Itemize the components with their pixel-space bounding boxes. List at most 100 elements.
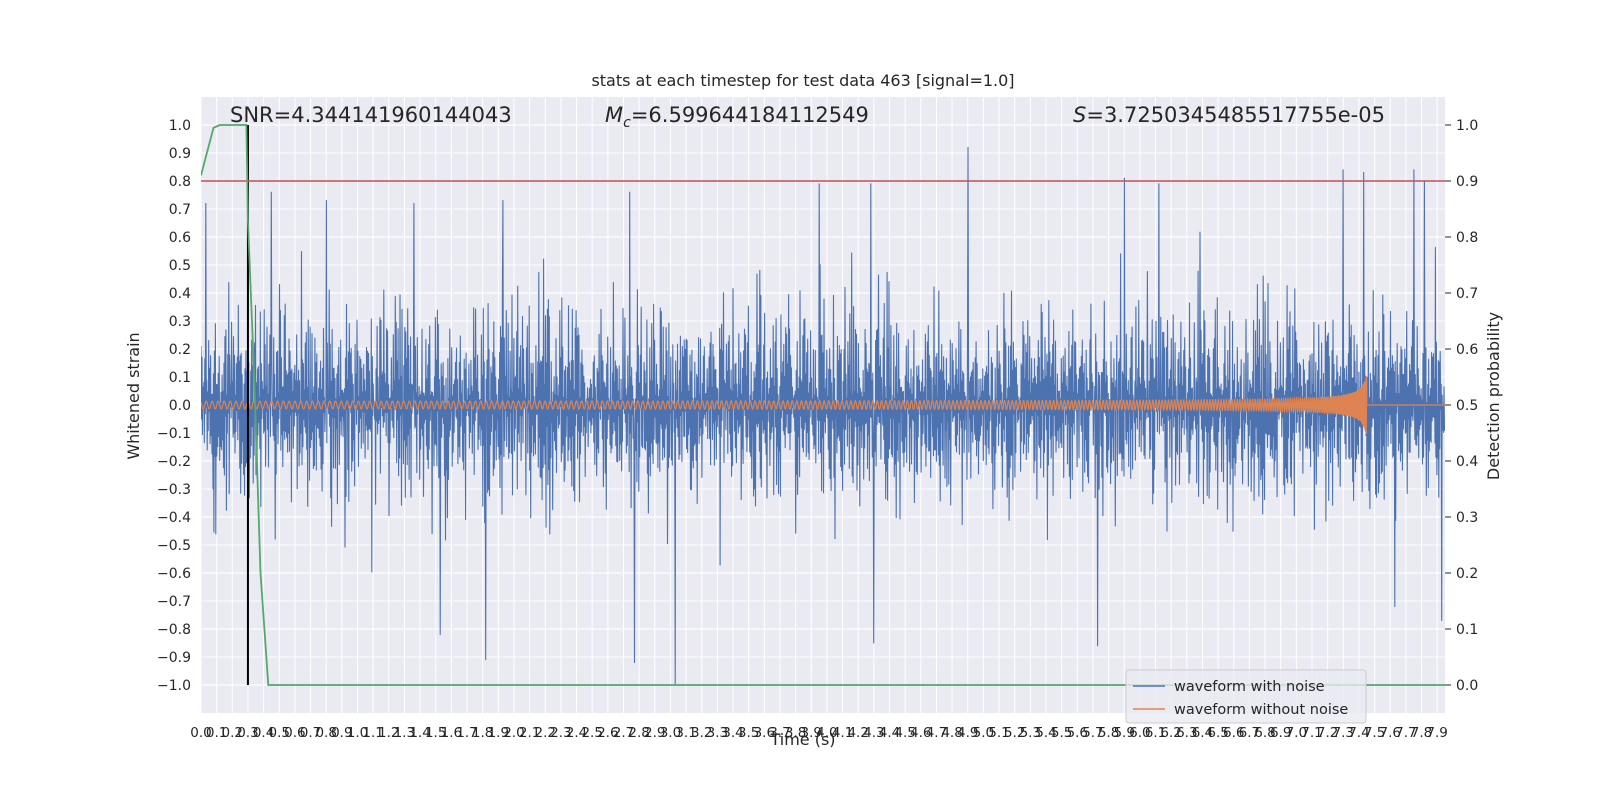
y-tick-label: −0.4 (157, 510, 191, 526)
y-axis-right: 0.0 0.1 0.2 0.3 0.4 0.5 0.6 0.7 0.8 0.9 1.0 (1445, 118, 1478, 694)
plot-area (201, 124, 1445, 686)
x-tick-label: 3.5 (738, 725, 759, 741)
x-tick-label: 6.3 (1176, 725, 1197, 741)
y-axis-right-label: Detection probability (1484, 312, 1503, 480)
y-tick-label: 0.1 (169, 370, 191, 386)
y-tick-label: 1.0 (169, 118, 191, 134)
y-right-tick-label: 0.1 (1456, 622, 1478, 638)
y-right-tick-label: 0.6 (1456, 342, 1478, 358)
x-tick-label: 0.2 (222, 725, 243, 741)
x-axis-label: Time (s) (769, 730, 835, 749)
x-tick-label: 7.1 (1301, 725, 1322, 741)
x-tick-label: 3.7 (769, 725, 790, 741)
x-tick-label: 2.6 (597, 725, 618, 741)
x-tick-label: 3.0 (660, 725, 681, 741)
s-value: =3.7250345485517755e-05 (1086, 103, 1385, 127)
x-tick-label: 5.2 (1004, 725, 1025, 741)
x-tick-label: 2.9 (644, 725, 665, 741)
x-tick-label: 3.9 (801, 725, 822, 741)
x-tick-label: 2.4 (566, 725, 587, 741)
chirp-mass-value: =6.599644184112549 (631, 103, 869, 127)
x-tick-label: 3.3 (707, 725, 728, 741)
y-tick-label: 0.6 (169, 230, 191, 246)
x-tick-label: 5.9 (1113, 725, 1134, 741)
x-tick-label: 1.5 (425, 725, 446, 741)
x-tick-label: 4.3 (863, 725, 884, 741)
x-tick-label: 4.0 (816, 725, 837, 741)
x-tick-label: 3.8 (785, 725, 806, 741)
waveform-with-noise-line (201, 146, 1445, 686)
y-tick-label: 0.4 (169, 286, 191, 302)
x-tick-label: 5.8 (1098, 725, 1119, 741)
y-right-tick-label: 0.7 (1456, 286, 1478, 302)
legend-label-clean: waveform without noise (1174, 702, 1348, 718)
y-tick-label: 0.8 (169, 174, 191, 190)
x-tick-label: 2.5 (581, 725, 602, 741)
y-tick-label: 0.0 (169, 398, 191, 414)
y-tick-label: 0.7 (169, 202, 191, 218)
x-tick-label: 6.2 (1160, 725, 1181, 741)
x-tick-label: 6.1 (1145, 725, 1166, 741)
x-axis: 0.00.10.20.30.40.50.60.70.80.91.01.11.21… (190, 725, 1448, 741)
x-tick-label: 1.1 (362, 725, 383, 741)
x-tick-label: 4.9 (957, 725, 978, 741)
y-tick-label: −1.0 (157, 678, 191, 694)
x-tick-label: 2.8 (628, 725, 649, 741)
legend-label-noise: waveform with noise (1174, 679, 1325, 695)
y-tick-label: −0.1 (157, 426, 191, 442)
chart-title: stats at each timestep for test data 463… (591, 71, 1014, 90)
x-tick-label: 2.2 (535, 725, 556, 741)
x-tick-label: 7.9 (1426, 725, 1447, 741)
x-tick-label: 5.1 (988, 725, 1009, 741)
x-tick-label: 1.9 (488, 725, 509, 741)
x-tick-label: 7.7 (1395, 725, 1416, 741)
x-tick-label: 0.6 (284, 725, 305, 741)
y-tick-label: −0.8 (157, 622, 191, 638)
x-tick-label: 7.5 (1364, 725, 1385, 741)
x-tick-label: 1.8 (472, 725, 493, 741)
x-tick-label: 7.8 (1411, 725, 1432, 741)
x-tick-label: 0.4 (253, 725, 274, 741)
y-tick-label: −0.6 (157, 566, 191, 582)
y-right-tick-label: 0.3 (1456, 510, 1478, 526)
x-tick-label: 5.5 (1051, 725, 1072, 741)
x-tick-label: 1.7 (456, 725, 477, 741)
x-tick-label: 4.8 (941, 725, 962, 741)
x-tick-label: 5.7 (1082, 725, 1103, 741)
x-tick-label: 3.6 (754, 725, 775, 741)
y-tick-label: −0.9 (157, 650, 191, 666)
x-tick-label: 6.5 (1207, 725, 1228, 741)
x-tick-label: 0.0 (190, 725, 211, 741)
snr-annotation: SNR=4.344141960144043 (230, 103, 512, 127)
y-axis-label: Whitened strain (124, 332, 143, 459)
x-tick-label: 6.6 (1223, 725, 1244, 741)
y-tick-label: 0.5 (169, 258, 191, 274)
y-tick-label: −0.5 (157, 538, 191, 554)
x-tick-label: 0.8 (315, 725, 336, 741)
x-tick-label: 3.4 (722, 725, 743, 741)
x-tick-label: 7.4 (1348, 725, 1369, 741)
y-tick-label: 0.2 (169, 342, 191, 358)
x-tick-label: 5.6 (1067, 725, 1088, 741)
x-tick-label: 7.3 (1333, 725, 1354, 741)
x-tick-label: 1.6 (441, 725, 462, 741)
x-tick-label: 0.1 (206, 725, 227, 741)
x-tick-label: 6.8 (1254, 725, 1275, 741)
x-tick-label: 1.4 (409, 725, 430, 741)
x-tick-label: 6.0 (1129, 725, 1150, 741)
waveform-without-noise-line (201, 376, 1445, 435)
y-right-tick-label: 0.4 (1456, 454, 1478, 470)
x-tick-label: 2.3 (550, 725, 571, 741)
x-tick-label: 0.9 (331, 725, 352, 741)
x-tick-label: 1.3 (394, 725, 415, 741)
x-tick-label: 4.1 (832, 725, 853, 741)
x-tick-label: 0.7 (300, 725, 321, 741)
x-tick-label: 5.3 (1020, 725, 1041, 741)
y-tick-label: 0.3 (169, 314, 191, 330)
s-annotation: S=3.7250345485517755e-05 (1073, 103, 1385, 127)
y-right-tick-label: 0.0 (1456, 678, 1478, 694)
y-right-tick-label: 0.5 (1456, 398, 1478, 414)
y-axis-left: −1.0 −0.9 −0.8 −0.7 −0.6 −0.5 −0.4 −0.3 −0.2 −0.1… (157, 118, 191, 694)
y-tick-label: −0.3 (157, 482, 191, 498)
